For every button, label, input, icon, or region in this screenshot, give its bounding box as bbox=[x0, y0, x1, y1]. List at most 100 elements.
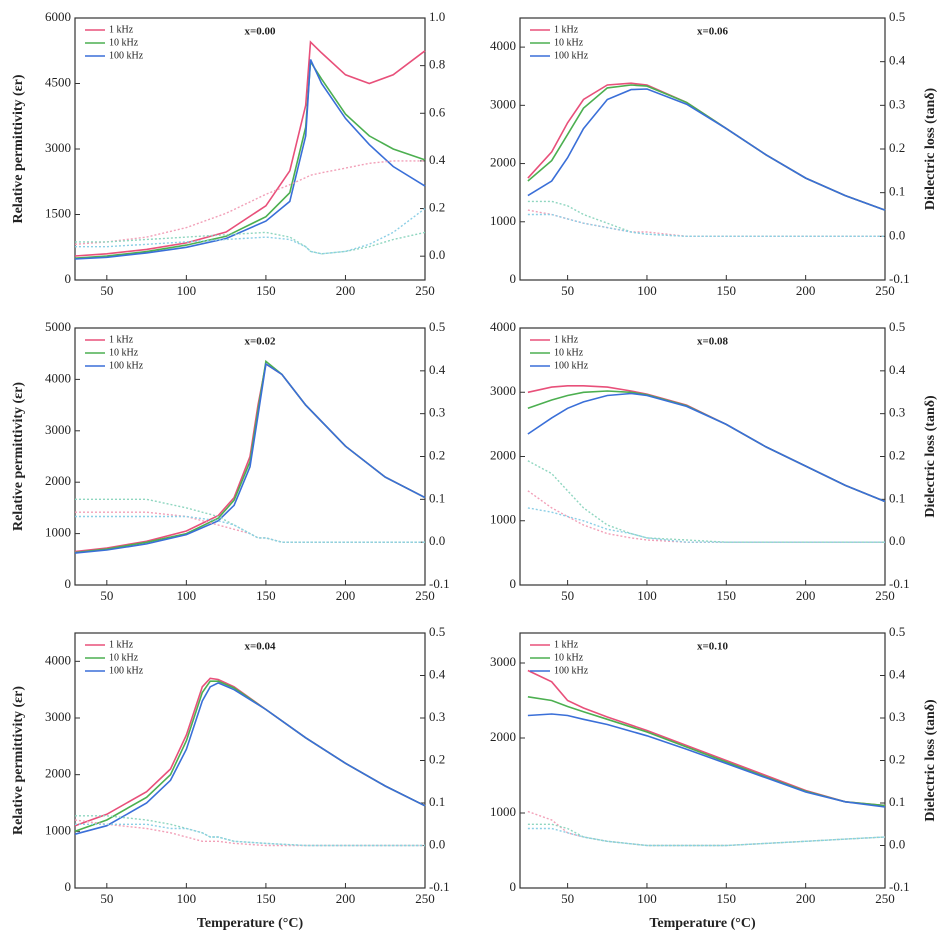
permittivity-line bbox=[527, 669, 886, 807]
y-tick-label: 0 bbox=[65, 576, 72, 591]
x-tick-label: 150 bbox=[717, 588, 737, 603]
x-tick-label: 150 bbox=[717, 283, 737, 298]
y2-tick-label: 0.2 bbox=[889, 447, 905, 462]
permittivity-line bbox=[527, 696, 886, 807]
y2-tick-label: 0.3 bbox=[889, 709, 905, 724]
y2-tick-label: 0.4 bbox=[429, 362, 446, 377]
x-tick-label: 200 bbox=[336, 588, 356, 603]
permittivity-line bbox=[74, 682, 426, 835]
y2-tick-label: 1.0 bbox=[429, 9, 445, 24]
y2-axis-label: Dielectric loss (tanδ) bbox=[923, 395, 938, 518]
permittivity-line bbox=[74, 40, 426, 257]
y-tick-label: 4000 bbox=[45, 370, 71, 385]
y2-tick-label: -0.1 bbox=[889, 879, 910, 894]
x-tick-label: 100 bbox=[637, 891, 657, 906]
y-tick-label: 1000 bbox=[490, 213, 516, 228]
y2-tick-label: 0.1 bbox=[429, 794, 445, 809]
y2-tick-label: 0.4 bbox=[429, 152, 446, 167]
y2-tick-label: 0.0 bbox=[429, 247, 445, 262]
legend-label: 1 kHz bbox=[109, 334, 134, 345]
legend-label: 100 kHz bbox=[109, 50, 144, 61]
x-tick-label: 250 bbox=[875, 283, 895, 298]
y2-tick-label: 0.2 bbox=[889, 751, 905, 766]
y2-tick-label: 0.2 bbox=[429, 200, 445, 215]
y2-tick-label: 0.1 bbox=[889, 794, 905, 809]
permittivity-line bbox=[527, 392, 886, 503]
y2-tick-label: 0.5 bbox=[429, 624, 445, 639]
x-tick-label: 200 bbox=[336, 283, 356, 298]
y-tick-label: 2000 bbox=[45, 766, 71, 781]
panel-title: x=0.00 bbox=[244, 26, 276, 38]
legend-label: 100 kHz bbox=[554, 360, 589, 371]
y2-tick-label: -0.1 bbox=[889, 271, 910, 286]
legend-label: 10 kHz bbox=[554, 347, 584, 358]
y2-tick-label: -0.1 bbox=[429, 576, 450, 591]
loss-line bbox=[527, 823, 886, 847]
loss-line bbox=[75, 498, 425, 543]
y-tick-label: 0 bbox=[510, 879, 517, 894]
loss-line bbox=[527, 200, 885, 237]
y2-tick-label: -0.1 bbox=[889, 576, 910, 591]
legend-label: 1 kHz bbox=[554, 334, 579, 345]
legend-label: 10 kHz bbox=[109, 652, 139, 663]
y-tick-label: 1500 bbox=[45, 205, 71, 220]
panel-title: x=0.02 bbox=[244, 336, 276, 348]
y-tick-label: 6000 bbox=[45, 9, 71, 24]
permittivity-line bbox=[74, 362, 426, 554]
y-tick-label: 0 bbox=[510, 271, 517, 286]
x-tick-label: 50 bbox=[561, 891, 574, 906]
y2-tick-label: 0.3 bbox=[889, 405, 905, 420]
y2-tick-label: 0.1 bbox=[889, 184, 905, 199]
y2-tick-label: 0.0 bbox=[889, 533, 905, 548]
y-tick-label: 2000 bbox=[45, 473, 71, 488]
x-tick-label: 200 bbox=[796, 283, 816, 298]
y2-tick-label: 0.0 bbox=[889, 227, 905, 242]
y-tick-label: 4000 bbox=[45, 652, 71, 667]
y2-tick-label: 0.5 bbox=[889, 624, 905, 639]
y-tick-label: 4000 bbox=[490, 319, 516, 334]
x-tick-label: 150 bbox=[256, 891, 276, 906]
x-tick-label: 50 bbox=[100, 891, 113, 906]
y2-tick-label: 0.2 bbox=[889, 140, 905, 155]
y-tick-label: 2000 bbox=[490, 447, 516, 462]
y2-axis-label: Dielectric loss (tanδ) bbox=[923, 699, 938, 822]
y-tick-label: 4500 bbox=[45, 74, 71, 89]
y2-tick-label: 0.4 bbox=[889, 666, 906, 681]
y-tick-label: 1000 bbox=[45, 525, 71, 540]
y2-tick-label: 0.2 bbox=[429, 751, 445, 766]
legend-label: 1 kHz bbox=[554, 24, 579, 35]
x-tick-label: 100 bbox=[177, 891, 197, 906]
permittivity-line bbox=[74, 59, 426, 260]
y2-tick-label: 0.1 bbox=[889, 490, 905, 505]
x-tick-label: 50 bbox=[561, 283, 574, 298]
x-tick-label: 100 bbox=[177, 283, 197, 298]
y2-tick-label: 0.6 bbox=[429, 104, 446, 119]
y2-tick-label: 0.0 bbox=[429, 533, 445, 548]
x-tick-label: 150 bbox=[256, 588, 276, 603]
y-axis-label: Relative permittivity (εr) bbox=[11, 382, 26, 531]
y-tick-label: 4000 bbox=[490, 38, 516, 53]
loss-line bbox=[527, 490, 885, 543]
loss-line bbox=[527, 827, 886, 847]
loss-line bbox=[75, 815, 425, 847]
x-tick-label: 200 bbox=[796, 588, 816, 603]
panel-title: x=0.06 bbox=[697, 26, 729, 38]
panel-title: x=0.10 bbox=[697, 641, 729, 653]
x-axis-label: Temperature (°C) bbox=[649, 916, 756, 931]
y-tick-label: 3000 bbox=[490, 96, 516, 111]
y-tick-label: 1000 bbox=[45, 822, 71, 837]
y-tick-label: 3000 bbox=[490, 383, 516, 398]
x-tick-label: 50 bbox=[561, 588, 574, 603]
y2-tick-label: 0.5 bbox=[889, 319, 905, 334]
x-tick-label: 200 bbox=[796, 891, 816, 906]
legend-label: 10 kHz bbox=[109, 37, 139, 48]
y-tick-label: 3000 bbox=[45, 422, 71, 437]
y2-tick-label: 0.5 bbox=[429, 319, 445, 334]
x-tick-label: 50 bbox=[100, 283, 113, 298]
y2-tick-label: 0.2 bbox=[429, 447, 445, 462]
y-tick-label: 0 bbox=[65, 271, 72, 286]
panel-title: x=0.08 bbox=[697, 336, 729, 348]
y2-tick-label: -0.1 bbox=[429, 879, 450, 894]
y-tick-label: 0 bbox=[510, 576, 517, 591]
x-tick-label: 250 bbox=[415, 588, 435, 603]
